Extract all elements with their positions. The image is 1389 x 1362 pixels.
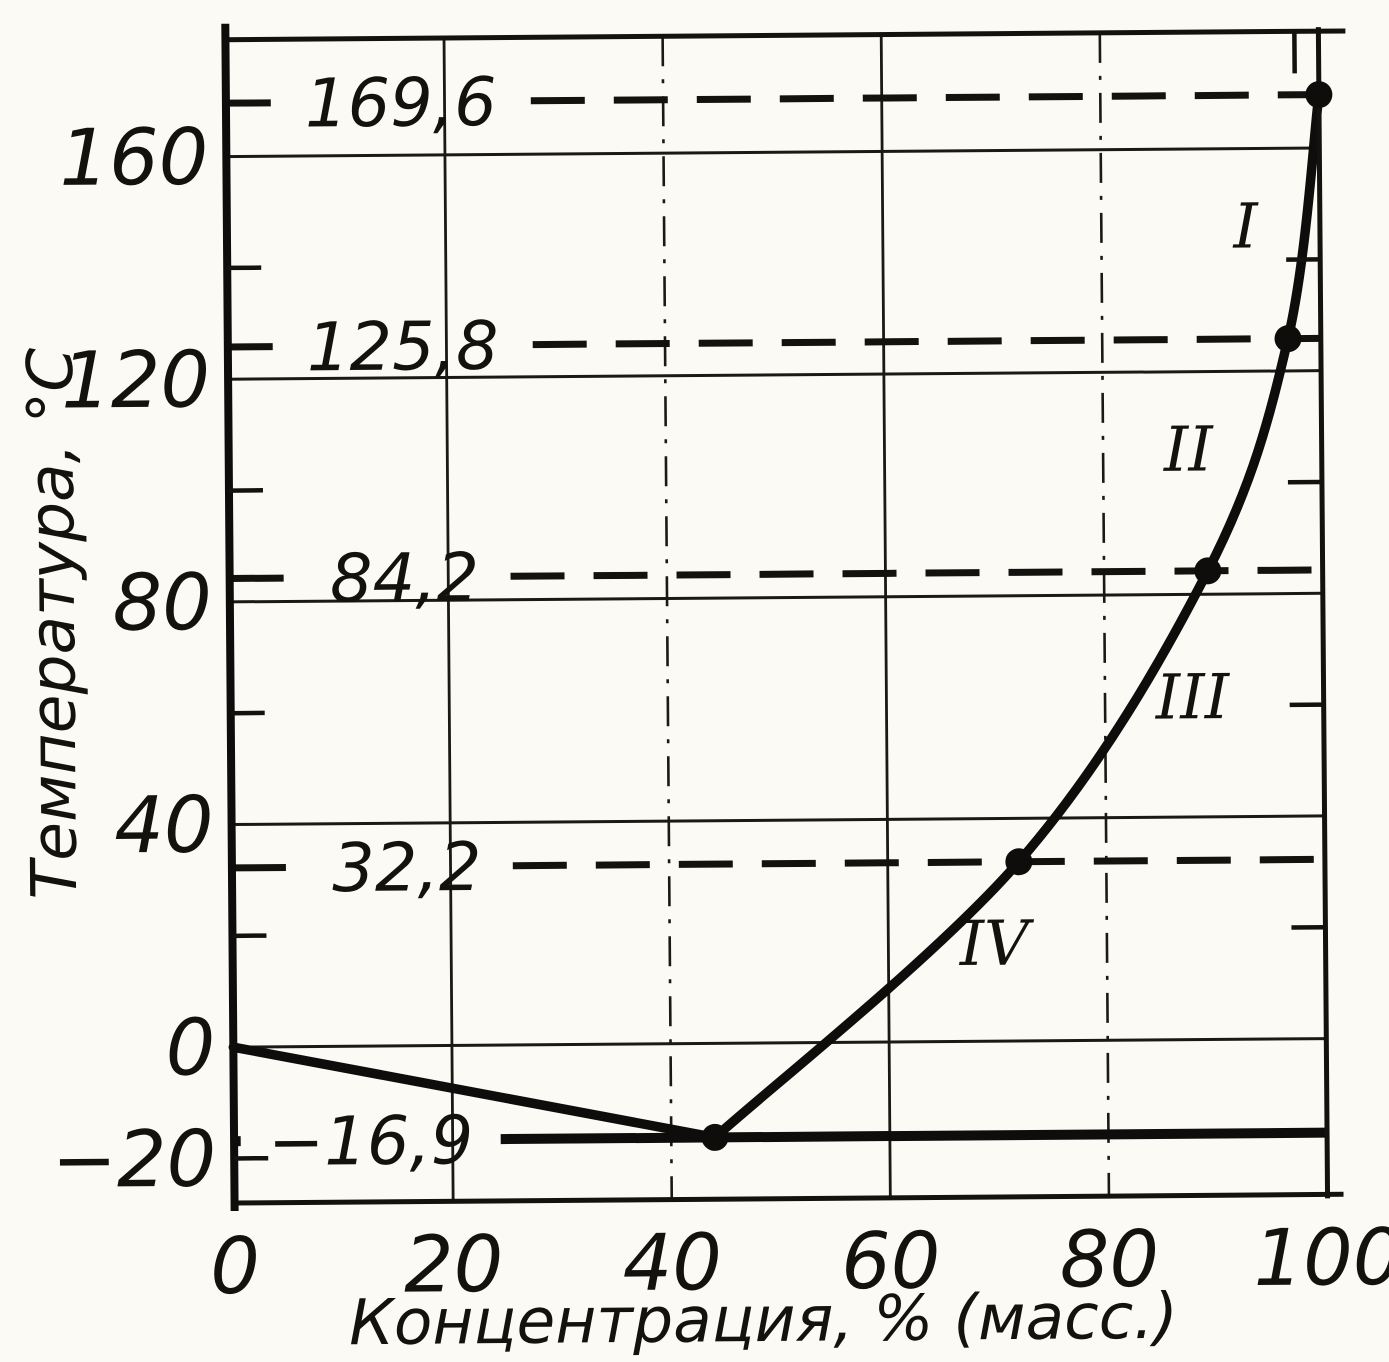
reference-value-label: 169,6 xyxy=(305,63,497,143)
data-point xyxy=(1305,81,1333,109)
bottom-border xyxy=(232,1191,1344,1206)
salt-liquidus-branch xyxy=(710,89,1324,1143)
data-point xyxy=(701,1123,729,1151)
dashed-temperature-line xyxy=(530,91,1319,105)
dashed-temperature-line xyxy=(532,334,1321,349)
x-tick-label: 40 xyxy=(622,1218,722,1309)
axis-tick-labels: 160 120 80 40 0 −20 0 20 40 60 80 100 xyxy=(51,113,1389,1312)
reference-value-label: 84,2 xyxy=(330,539,480,618)
right-border xyxy=(1315,27,1331,1199)
region-label-IV: IV xyxy=(958,906,1035,980)
scanned-plot: 160 120 80 40 0 −20 0 20 40 60 80 100 169,6 125,8 84,… xyxy=(14,23,1389,1360)
h-gridline xyxy=(225,369,1322,381)
y-tick-label: 160 xyxy=(59,113,209,204)
h-gridline xyxy=(228,814,1325,827)
y-tick-label: −20 xyxy=(51,1115,216,1206)
x-axis-title: Концентрация, % (масс.) xyxy=(349,1280,1178,1360)
reference-value-labels: 169,6 125,8 84,2 32,2 −16,9 xyxy=(268,63,499,1181)
x-tick-label: 20 xyxy=(404,1220,504,1311)
y-tick-label: 80 xyxy=(112,558,212,649)
axis-tick-marks xyxy=(227,31,1326,1161)
v-gridline xyxy=(442,38,455,1202)
reference-dash-lines xyxy=(225,91,1325,872)
reference-value-label: −16,9 xyxy=(268,1101,474,1181)
h-gridline xyxy=(223,146,1320,159)
dashed-temperature-line xyxy=(510,566,1323,580)
top-border xyxy=(223,28,1346,43)
h-gridline xyxy=(226,591,1323,604)
x-tick-label: 60 xyxy=(841,1216,941,1307)
data-point xyxy=(1005,848,1033,876)
reference-value-label: 32,2 xyxy=(332,828,482,907)
eutectic-temperature-line xyxy=(500,1127,1328,1145)
v-gridline-dashdot xyxy=(661,36,674,1200)
v-gridline-dashdot xyxy=(1098,32,1111,1197)
data-points xyxy=(701,81,1333,1151)
data-point xyxy=(1194,557,1222,585)
y-tick-label: 120 xyxy=(61,335,211,426)
x-tick-label: 100 xyxy=(1253,1213,1389,1304)
dashed-temperature-line xyxy=(229,574,299,583)
x-tick-label: 80 xyxy=(1059,1215,1159,1306)
y-axis-line xyxy=(221,23,239,1212)
dashed-temperature-line xyxy=(512,855,1325,870)
reference-value-label: 125,8 xyxy=(307,307,499,387)
y-tick-label: 0 xyxy=(165,1003,215,1093)
region-label-II: II xyxy=(1163,412,1215,485)
gridlines xyxy=(223,32,1327,1202)
y-tick-label: 40 xyxy=(114,781,214,872)
h-gridline xyxy=(230,1037,1327,1049)
data-point xyxy=(1274,325,1302,353)
y-axis-title: Температура, °С xyxy=(14,348,91,900)
ice-liquidus-branch xyxy=(228,1042,720,1143)
region-label-I: I xyxy=(1232,189,1260,262)
plot-border xyxy=(221,23,1346,1212)
v-gridline xyxy=(879,34,892,1198)
dashed-temperature-line xyxy=(231,863,301,872)
liquidus-curves xyxy=(228,89,1324,1143)
region-label-III: III xyxy=(1154,660,1231,734)
x-tick-label: 0 xyxy=(210,1222,260,1312)
